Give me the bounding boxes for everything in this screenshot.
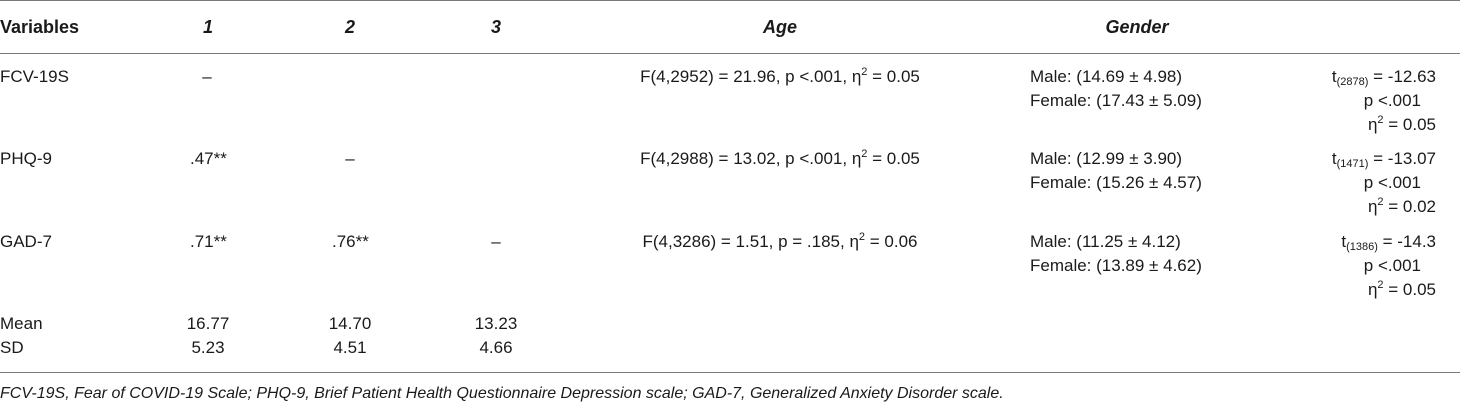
row-gender-means: Male: (12.99 ± 3.90) Female: (15.26 ± 4.…	[1030, 147, 1202, 195]
row-gender-ttest: t(1471) = -13.07 p <.001 η2 = 0.02	[1332, 147, 1436, 219]
row-col1: .47**	[190, 149, 227, 168]
p-value: p <.001	[1363, 256, 1421, 275]
row-sd-col2: 4.51	[333, 338, 367, 357]
row-col2: –	[345, 149, 355, 168]
p-value: p <.001	[1363, 173, 1421, 192]
header-age: Age	[762, 17, 798, 37]
header-col2: 2	[344, 17, 356, 37]
gender-male: Male: (12.99 ± 3.90)	[1030, 149, 1183, 168]
row-variable: GAD-7	[0, 232, 52, 251]
row-variable: FCV-19S	[0, 67, 69, 86]
row-variable: PHQ-9	[0, 149, 52, 168]
gender-female: Female: (17.43 ± 5.09)	[1030, 91, 1202, 110]
row-gender-means: Male: (11.25 ± 4.12) Female: (13.89 ± 4.…	[1030, 230, 1202, 278]
row-age-stat: F(4,3286) = 1.51, p = .185, η2 = 0.06	[642, 231, 918, 252]
row-age-stat: F(4,2952) = 21.96, p <.001, η2 = 0.05	[640, 66, 920, 87]
row-col2: .76**	[332, 232, 369, 251]
gender-female: Female: (15.26 ± 4.57)	[1030, 173, 1202, 192]
t-statistic: t(1471) = -13.07	[1331, 149, 1436, 170]
row-sd-col1: 5.23	[191, 338, 225, 357]
row-sd-label: SD	[0, 338, 24, 357]
row-col3: –	[491, 232, 501, 251]
row-gender-ttest: t(2878) = -12.63 p <.001 η2 = 0.05	[1332, 65, 1436, 137]
header-variables: Variables	[0, 17, 80, 37]
header-gender: Gender	[1105, 17, 1169, 37]
row-col1: –	[202, 67, 212, 86]
table-top-rule	[0, 0, 1460, 1]
row-sd-col3: 4.66	[479, 338, 513, 357]
table-bottom-rule	[0, 372, 1460, 373]
row-gender-ttest: t(1386) = -14.3 p <.001 η2 = 0.05	[1341, 230, 1436, 302]
row-mean-label: Mean	[0, 314, 43, 333]
t-statistic: t(2878) = -12.63	[1331, 67, 1436, 88]
t-statistic: t(1386) = -14.3	[1341, 232, 1436, 253]
gender-female: Female: (13.89 ± 4.62)	[1030, 256, 1202, 275]
header-col1: 1	[202, 17, 214, 37]
row-mean-col3: 13.23	[474, 314, 518, 333]
eta-squared: η2 = 0.05	[1367, 279, 1436, 300]
row-col1: .71**	[190, 232, 227, 251]
eta-squared: η2 = 0.05	[1367, 114, 1436, 135]
gender-male: Male: (14.69 ± 4.98)	[1030, 67, 1183, 86]
p-value: p <.001	[1363, 91, 1421, 110]
row-mean-col1: 16.77	[186, 314, 230, 333]
eta-squared: η2 = 0.02	[1367, 196, 1436, 217]
header-col3: 3	[490, 17, 502, 37]
row-age-stat: F(4,2988) = 13.02, p <.001, η2 = 0.05	[640, 148, 920, 169]
row-gender-means: Male: (14.69 ± 4.98) Female: (17.43 ± 5.…	[1030, 65, 1202, 113]
gender-male: Male: (11.25 ± 4.12)	[1030, 232, 1181, 251]
table-footnote: FCV-19S, Fear of COVID-19 Scale; PHQ-9, …	[0, 385, 1004, 402]
row-mean-col2: 14.70	[328, 314, 372, 333]
table-header-rule	[0, 53, 1460, 54]
